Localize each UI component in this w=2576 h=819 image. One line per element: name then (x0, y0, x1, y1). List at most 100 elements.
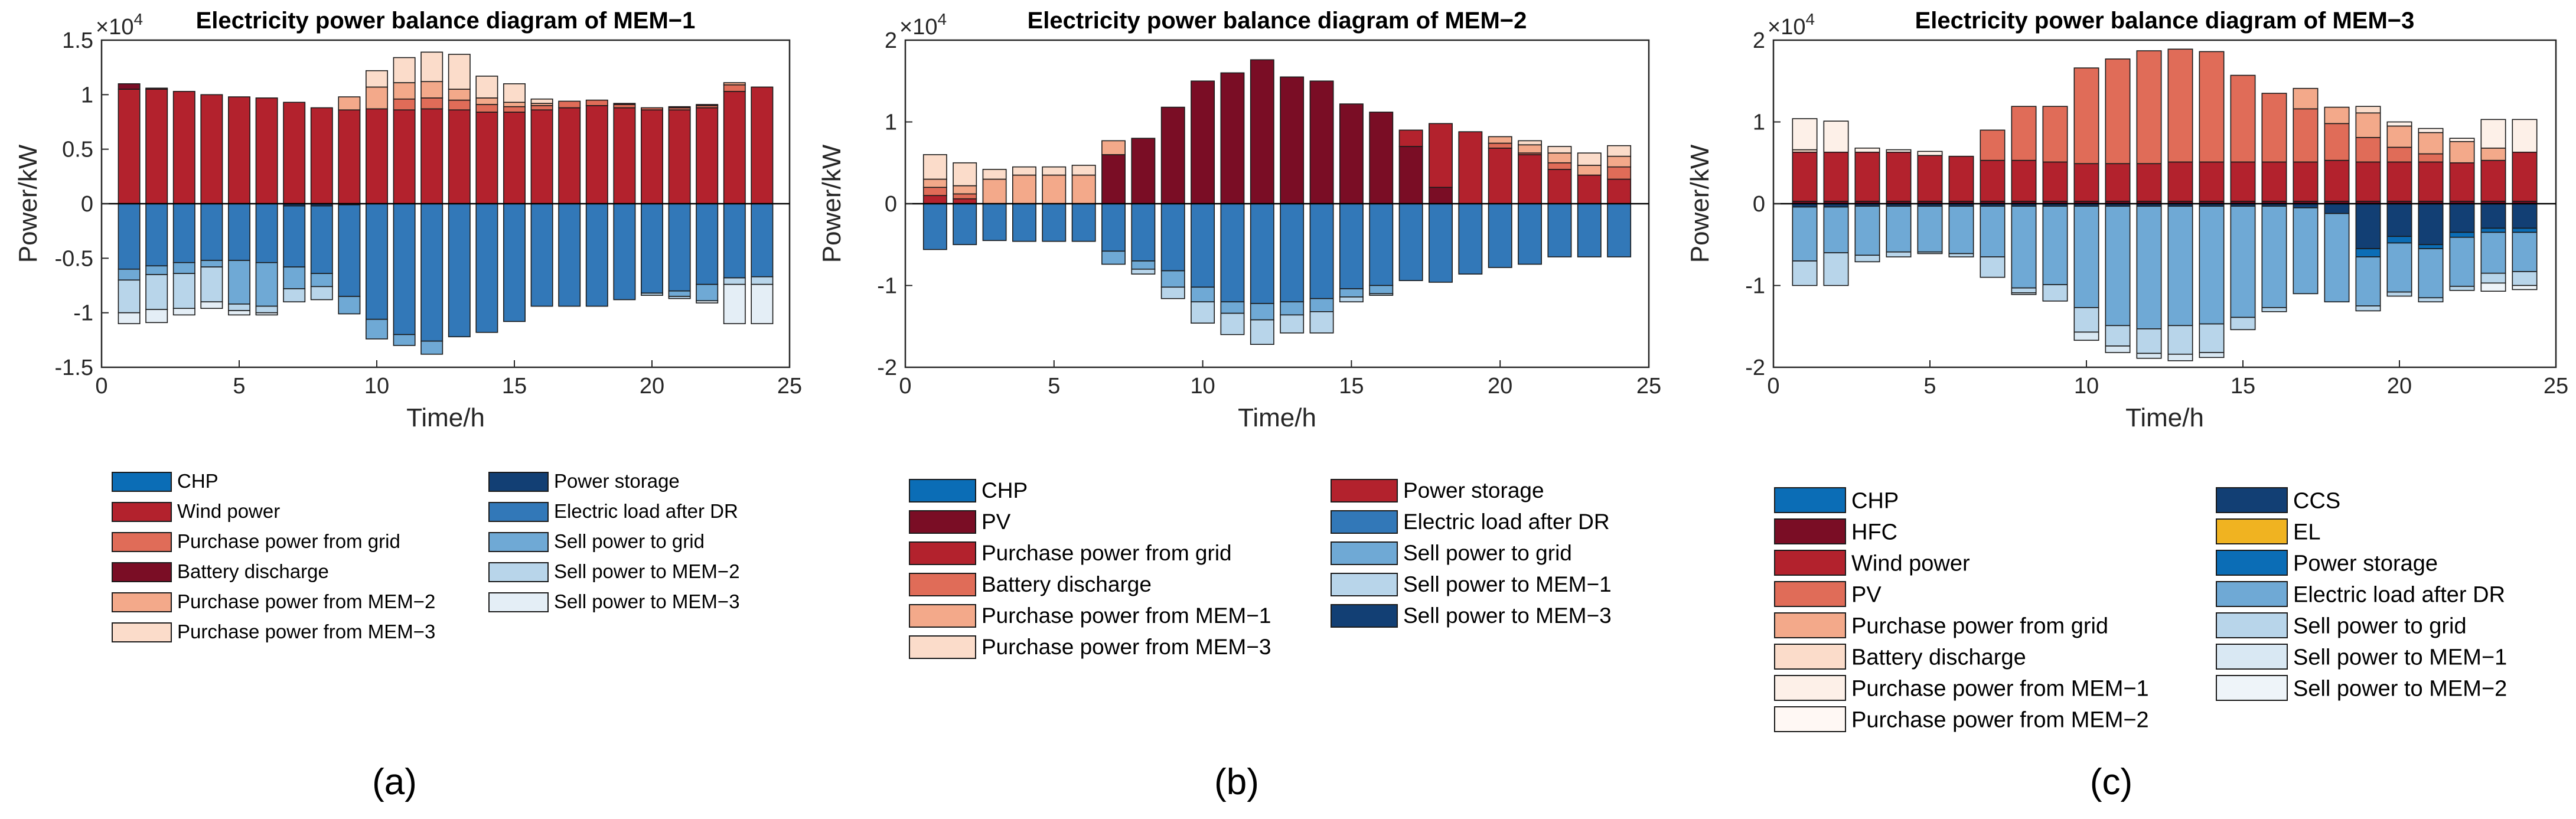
bar-purchase-power-from-mem-1-h2 (1823, 120, 1849, 153)
legend-item-purchase-power-from-mem-2: Purchase power from MEM−2 (1774, 706, 2149, 732)
bar-sell-power-to-grid-h21 (2418, 297, 2444, 302)
bar-purchase-power-from-grid-h21 (1518, 154, 1543, 204)
y-tick-label: 0 (81, 192, 93, 217)
bar-purchase-power-from-mem-1-h21 (1518, 144, 1543, 154)
legend-swatch (112, 532, 172, 552)
legend-swatch (2216, 612, 2288, 638)
bar-electric-load-after-dr-h10 (366, 203, 388, 320)
panel-a: 0 5 10 15 20 25 -1.5 -1 -0.5 0 0.5 1 1.5×104 Electric… (14, 8, 802, 802)
bar-electric-load-after-dr-h19 (613, 203, 636, 301)
legend-item-electric-load-after-dr: Electric load after DR (2216, 581, 2505, 607)
bar-battery-discharge-h22 (696, 104, 719, 106)
bar-wind-power-h1 (1792, 151, 1818, 202)
legend-swatch (1331, 573, 1398, 596)
bar-purchase-power-from-mem-3-h21 (1518, 140, 1543, 146)
bar-ccs-h18 (2324, 203, 2350, 214)
bar-sell-power-to-grid-h5 (228, 260, 250, 305)
legend-swatch (909, 573, 976, 596)
bar-purchase-power-from-mem-2-h13 (448, 89, 471, 101)
bar-wind-power-h1 (118, 89, 141, 204)
bar-sell-power-to-grid-h11 (2105, 325, 2131, 347)
legend-label: PV (982, 510, 1011, 534)
bar-pv-h9 (2042, 106, 2068, 163)
panel-caption: (a) (372, 762, 417, 802)
x-axis-label: Time/h (406, 403, 485, 432)
x-tick-label: 10 (364, 374, 389, 399)
bar-sell-power-to-grid-h23 (2480, 272, 2506, 284)
bar-electric-load-after-dr-h5 (1917, 205, 1943, 253)
y-tick-label: -0.5 (55, 246, 93, 271)
bar-purchase-power-from-grid-h23 (1577, 174, 1602, 204)
bar-purchase-power-from-mem-1-h20 (1488, 136, 1512, 144)
legend-item-sell-power-to-grid: Sell power to grid (488, 530, 705, 552)
bar-sell-power-to-grid-h10 (366, 318, 388, 340)
legend-label: Wind power (1851, 551, 1970, 576)
y-axis-label: Power/kW (817, 144, 846, 263)
y-tick-label: 0 (1753, 192, 1765, 217)
bar-purchase-power-from-mem-3-h11 (393, 57, 416, 83)
bar-sell-power-to-mem-1-h8 (2011, 292, 2037, 295)
legend-swatch (1774, 581, 1846, 607)
bar-wind-power-h12 (420, 108, 444, 204)
bar-purchase-power-from-grid-h18 (2324, 106, 2350, 125)
bar-wind-power-h20 (2386, 161, 2412, 202)
bar-purchase-power-from-mem-1-h24 (1607, 155, 1632, 168)
legend-label: Power storage (2293, 551, 2438, 576)
bar-pv-h14 (1309, 80, 1334, 204)
legend-item-purchase-power-from-mem-3: Purchase power from MEM−3 (112, 621, 435, 642)
bar-wind-power-h13 (2167, 161, 2193, 202)
bar-purchase-power-from-grid-h23 (723, 84, 746, 92)
bar-pv-h8 (1131, 138, 1156, 204)
x-tick-label: 15 (502, 374, 527, 399)
legend-label: Battery discharge (1851, 645, 2026, 670)
bar-pv-h15 (2230, 74, 2256, 163)
x-tick-label: 10 (2074, 374, 2099, 399)
bar-purchase-power-from-grid-h20 (1488, 148, 1512, 204)
bar-electric-load-after-dr-h21 (668, 203, 691, 292)
legend-item-el: EL (2216, 518, 2320, 544)
y-exponent-label: ×104 (899, 10, 947, 40)
x-tick-label: 0 (899, 374, 911, 399)
bar-wind-power-h18 (2324, 159, 2350, 202)
legend-label: Wind power (177, 500, 280, 522)
bar-purchase-power-from-grid-h22 (2449, 141, 2475, 164)
bar-purchase-power-from-grid-h20 (2386, 125, 2412, 148)
bar-wind-power-h19 (613, 107, 636, 204)
bar-sell-power-to-mem-2-h6 (255, 305, 278, 314)
bar-electric-load-after-dr-h6 (1071, 203, 1096, 242)
bar-wind-power-h16 (2261, 161, 2287, 202)
bar-electric-load-after-dr-h11 (393, 203, 416, 335)
bar-purchase-power-from-grid-h23 (2480, 148, 2506, 161)
bar-pv-h16 (2261, 93, 2287, 163)
bar-wind-power-h9 (338, 109, 361, 204)
bar-sell-power-to-grid-h7 (283, 266, 306, 289)
bar-sell-power-to-mem-1-h15 (1339, 296, 1364, 303)
bar-wind-power-h3 (1854, 151, 1880, 202)
legend-item-sell-power-to-mem-2: Sell power to MEM−2 (2216, 675, 2507, 701)
bar-purchase-power-from-mem-3-h5 (1042, 166, 1067, 176)
legend-label: Electric load after DR (2293, 582, 2505, 607)
legend-label: Sell power to MEM−3 (554, 590, 740, 612)
bar-electric-load-after-dr-h1 (118, 203, 141, 270)
legend-item-purchase-power-from-mem-2: Purchase power from MEM−2 (112, 590, 435, 612)
bar-wind-power-h10 (366, 108, 388, 204)
y-tick-label: -1 (1745, 274, 1765, 299)
bar-electric-load-after-dr-h18 (1429, 203, 1453, 283)
bar-purchase-power-from-mem-1-h5 (1042, 174, 1067, 204)
bar-wind-power-h10 (2073, 163, 2099, 202)
bar-purchase-power-from-mem-1-h4 (1886, 149, 1912, 153)
bar-wind-power-h7 (283, 102, 306, 204)
bar-purchase-power-from-grid-h15 (503, 106, 526, 113)
bar-battery-discharge-h2 (953, 193, 977, 200)
bar-electric-load-after-dr-h12 (420, 203, 444, 342)
bar-sell-power-to-mem-2-h5 (228, 304, 250, 311)
bar-sell-power-to-grid-h3 (1854, 254, 1880, 263)
legend-swatch (1774, 612, 1846, 638)
bar-battery-discharge-h19 (613, 103, 636, 105)
bar-electric-load-after-dr-h17 (558, 203, 581, 307)
bar-sell-power-to-grid-h9 (2042, 284, 2068, 302)
bar-sell-power-to-grid-h16 (1369, 285, 1394, 295)
legend-label: Sell power to grid (554, 530, 705, 552)
bar-purchase-power-from-mem-2-h12 (420, 81, 444, 99)
bar-purchase-power-from-mem-1-h3 (1854, 148, 1880, 153)
